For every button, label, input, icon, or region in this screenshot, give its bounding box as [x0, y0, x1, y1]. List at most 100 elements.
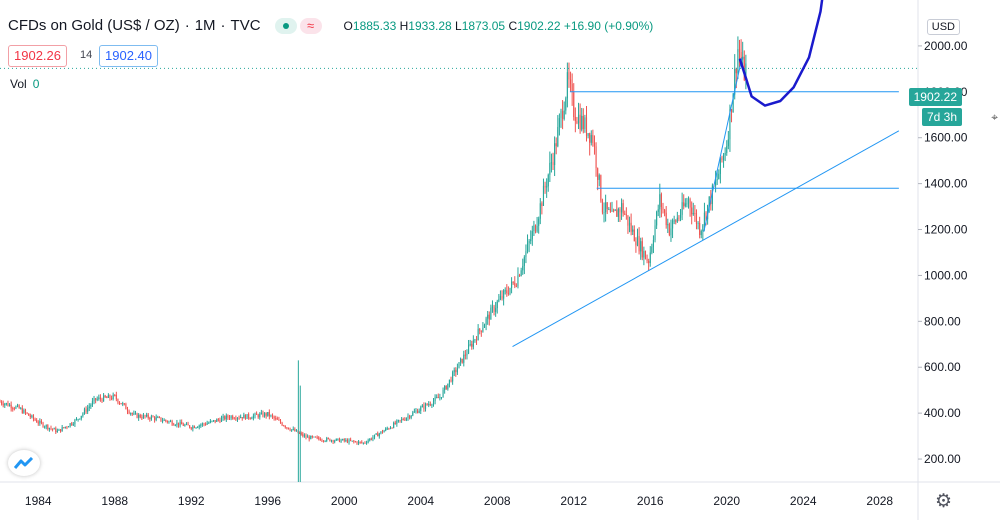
candle-body: [195, 427, 197, 429]
candle-body: [302, 433, 304, 437]
candle-body: [144, 415, 146, 417]
candle-body: [235, 418, 237, 420]
symbol-title[interactable]: CFDs on Gold (US$ / OZ): [8, 17, 180, 34]
candle-body: [169, 421, 172, 423]
candle-body: [338, 438, 341, 442]
candle-body: [562, 111, 564, 119]
candle-body: [464, 354, 466, 356]
candle-body: [16, 405, 19, 407]
candle-body: [504, 290, 506, 292]
delayed-data-icon[interactable]: ≈: [299, 17, 322, 34]
candle-body: [9, 404, 11, 407]
candle-body: [319, 438, 321, 441]
candle-body: [646, 258, 648, 262]
candle-body: [636, 236, 639, 246]
market-status-icon[interactable]: [274, 17, 297, 34]
candle-body: [211, 420, 213, 422]
interval-label[interactable]: 1M: [194, 17, 216, 34]
candle-body: [734, 68, 736, 95]
candle-body: [563, 110, 565, 119]
currency-button[interactable]: USD: [926, 19, 960, 35]
candle-body: [310, 435, 312, 440]
candle-body: [37, 422, 39, 424]
candle-body: [370, 438, 372, 440]
candle-body: [34, 418, 36, 421]
candle-body: [21, 408, 23, 414]
candle-body: [329, 438, 331, 442]
candle-body: [735, 68, 737, 74]
x-tick-label: 2000: [331, 494, 358, 508]
candle-body: [477, 328, 479, 341]
y-tick-label: 800.00: [924, 314, 961, 328]
candle-body: [31, 415, 33, 418]
candle-body: [192, 426, 194, 429]
candle-body: [444, 386, 446, 391]
candle-body: [609, 209, 611, 212]
candle-body: [303, 435, 305, 437]
candle-body: [109, 395, 111, 399]
candle-body: [26, 412, 28, 414]
candle-body: [718, 173, 720, 180]
candle-body: [5, 403, 7, 405]
candle-body: [640, 241, 642, 252]
candle-body: [546, 186, 548, 188]
candle-body: [58, 429, 60, 431]
candle-body: [201, 423, 203, 425]
candle-body: [584, 117, 586, 130]
candle-body: [165, 419, 167, 421]
candle-body: [356, 441, 358, 444]
candle-body: [455, 369, 457, 373]
bid-price-button[interactable]: 1902.26: [8, 45, 67, 67]
candle-body: [522, 265, 524, 271]
candle-body: [219, 419, 221, 422]
candle-body: [91, 401, 93, 406]
candle-body: [278, 419, 280, 421]
candle-body: [190, 427, 192, 429]
candle-body: [649, 252, 651, 264]
candle-body: [214, 420, 216, 422]
candle-body: [262, 412, 264, 417]
candle-body: [566, 72, 568, 99]
candle-body: [279, 420, 282, 423]
candle-body: [421, 405, 423, 408]
candle-body: [533, 225, 535, 232]
candle-body: [687, 199, 690, 204]
candle-body: [197, 427, 199, 429]
candle-body: [367, 440, 369, 443]
candle-body: [581, 115, 583, 130]
candle-body: [507, 293, 509, 295]
candle-body: [730, 109, 733, 112]
candle-body: [184, 424, 186, 426]
candle-body: [63, 427, 65, 429]
x-tick-label: 2024: [790, 494, 817, 508]
candle-body: [131, 413, 133, 415]
candle-body: [617, 209, 619, 217]
candle-body: [375, 433, 377, 435]
x-tick-label: 2028: [866, 494, 893, 508]
candle-body: [90, 405, 92, 407]
x-tick-label: 1996: [254, 494, 281, 508]
candle-body: [560, 111, 562, 119]
candle-body: [550, 162, 552, 164]
candle-body: [139, 414, 141, 418]
candle-body: [389, 427, 392, 429]
y-tick-label: 1200.00: [924, 223, 968, 237]
candle-body: [434, 397, 436, 402]
ask-price-button[interactable]: 1902.40: [99, 45, 158, 67]
settings-gear-icon[interactable]: ⚙: [934, 491, 952, 512]
candle-body: [557, 127, 559, 147]
candle-body: [482, 327, 484, 332]
candle-body: [198, 425, 200, 428]
candle-body: [107, 395, 109, 398]
separator: ·: [220, 17, 226, 34]
candle-body: [689, 199, 691, 208]
tradingview-logo-icon[interactable]: [8, 450, 40, 476]
candle-body: [740, 52, 742, 60]
candle-body: [409, 416, 411, 418]
candle-body: [619, 209, 621, 213]
candle-body: [448, 379, 450, 384]
candle-body: [503, 290, 505, 299]
candle-body: [491, 306, 494, 308]
candle-body: [391, 427, 393, 429]
